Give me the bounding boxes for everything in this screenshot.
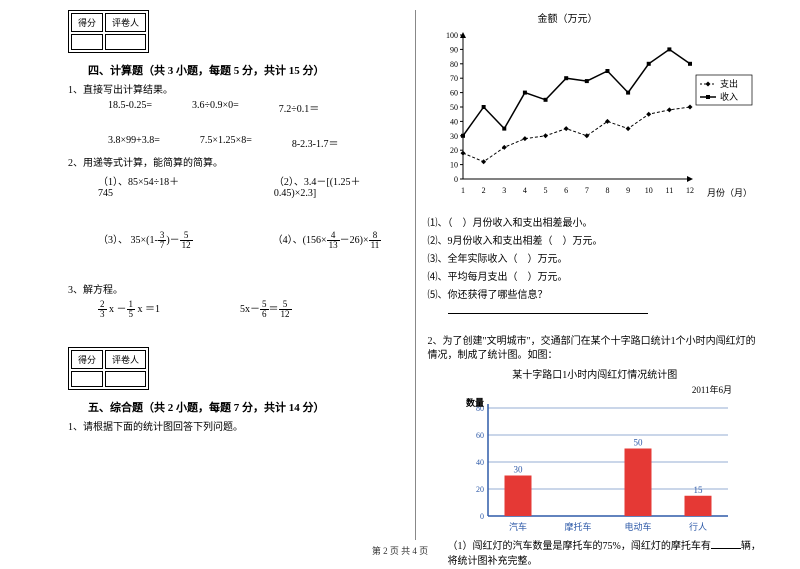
svg-text:60: 60 (450, 89, 458, 98)
svg-text:40: 40 (450, 117, 458, 126)
section5-title: 五、综合题（共 2 小题，每题 7 分，共计 14 分） (88, 393, 325, 415)
svg-text:5: 5 (543, 186, 547, 195)
q3-stem: 3、解方程。 (68, 281, 403, 296)
svg-text:1: 1 (461, 186, 465, 195)
grader-label: 评卷人 (105, 13, 146, 32)
s5-q1-stem: 1、请根据下面的统计图回答下列问题。 (68, 418, 403, 433)
q1-row2: 3.8×99+3.8= 7.5×1.25×8= 8-2.3-1.7＝ (108, 135, 403, 150)
svg-text:收入: 收入 (720, 91, 738, 102)
q1-row1: 18.5-0.25= 3.6÷0.9×0= 7.2÷0.1＝ (108, 100, 403, 115)
svg-text:0: 0 (480, 512, 484, 521)
svg-text:50: 50 (450, 103, 458, 112)
left-column: 得分 评卷人 四、计算题（共 3 小题，每题 5 分，共计 15 分） 1、直接… (60, 10, 411, 540)
svg-text:行人: 行人 (689, 521, 707, 532)
svg-text:0: 0 (454, 175, 458, 184)
lq-e: ⑸、你还获得了哪些信息？ (428, 286, 763, 301)
svg-text:20: 20 (476, 485, 484, 494)
q2a: （1）、85×54÷18＋745 (98, 173, 194, 199)
svg-text:70: 70 (450, 74, 458, 83)
line-chart: 0102030405060708090100123456789101112支出收… (428, 27, 758, 197)
svg-text:数量: 数量 (466, 397, 484, 408)
expr: 7.5×1.25×8= (200, 135, 252, 150)
svg-text:20: 20 (450, 146, 458, 155)
q2d: （4）、(156×413－26)×811 (273, 231, 382, 250)
svg-text:50: 50 (633, 438, 643, 448)
svg-text:10: 10 (644, 186, 652, 195)
svg-text:汽车: 汽车 (509, 521, 527, 532)
score-label: 得分 (71, 13, 103, 32)
svg-text:12: 12 (686, 186, 694, 195)
svg-text:15: 15 (693, 485, 703, 495)
svg-text:10: 10 (450, 161, 458, 170)
lq-a: ⑴、（ ）月份收入和支出相差最小。 (428, 214, 763, 229)
expr: 8-2.3-1.7＝ (292, 135, 339, 150)
score-box-4: 得分 评卷人 四、计算题（共 3 小题，每题 5 分，共计 15 分） (68, 10, 403, 78)
q1-stem: 1、直接写出计算结果。 (68, 81, 403, 96)
column-divider (415, 10, 416, 540)
svg-text:60: 60 (476, 431, 484, 440)
svg-text:80: 80 (450, 60, 458, 69)
score-label: 得分 (71, 350, 103, 369)
svg-text:摩托车: 摩托车 (564, 521, 591, 532)
svg-text:6: 6 (564, 186, 568, 195)
svg-text:电动车: 电动车 (624, 521, 651, 532)
svg-text:4: 4 (522, 186, 526, 195)
q3-ab: 23 x －15 x ＝1 5x－56＝512 (98, 300, 403, 319)
q2-intro: 2、为了创建"文明城市"，交通部门在某个十字路口统计1个小时内闯红灯的情况，制成… (428, 335, 763, 363)
svg-text:30: 30 (450, 132, 458, 141)
svg-text:2: 2 (481, 186, 485, 195)
bar-chart-title: 某十字路口1小时内闯红灯情况统计图 (428, 366, 763, 381)
svg-text:9: 9 (626, 186, 630, 195)
svg-text:40: 40 (476, 458, 484, 467)
svg-text:8: 8 (605, 186, 609, 195)
bar-chart-date: 2011年6月 (428, 383, 733, 396)
right-column: 金额（万元） 010203040506070809010012345678910… (420, 10, 771, 540)
svg-text:100: 100 (446, 31, 458, 40)
expr: 18.5-0.25= (108, 100, 152, 115)
q2c: （3）、 35×(1-37)－512 (98, 231, 193, 250)
section4-title: 四、计算题（共 3 小题，每题 5 分，共计 15 分） (88, 56, 325, 78)
expr: 3.6÷0.9×0= (192, 100, 239, 115)
expr: 7.2÷0.1＝ (279, 100, 320, 115)
q3b: 5x－56＝512 (240, 300, 292, 319)
svg-text:支出: 支出 (720, 78, 738, 89)
line-chart-ytitle: 金额（万元） (538, 10, 763, 25)
lq-b: ⑵、9月份收入和支出相差（ ）万元。 (428, 232, 763, 247)
svg-text:11: 11 (665, 186, 673, 195)
svg-text:3: 3 (502, 186, 506, 195)
grader-label: 评卷人 (105, 350, 146, 369)
q2b: （2）、3.4－[(1.25＋0.45)×2.3] (274, 173, 403, 199)
lq-d: ⑷、平均每月支出（ ）万元。 (428, 268, 763, 283)
q3a: 23 x －15 x ＝1 (98, 300, 160, 319)
expr: 3.8×99+3.8= (108, 135, 160, 150)
svg-text:7: 7 (584, 186, 588, 195)
score-box-5: 得分 评卷人 五、综合题（共 2 小题，每题 7 分，共计 14 分） (68, 347, 403, 415)
svg-text:30: 30 (513, 465, 523, 475)
q2-ab: （1）、85×54÷18＋745 （2）、3.4－[(1.25＋0.45)×2.… (98, 173, 403, 199)
q2-stem: 2、用递等式计算，能简算的简算。 (68, 154, 403, 169)
bar-chart: 020406080数量30汽车摩托车50电动车15行人 (450, 396, 740, 536)
q2-cd: （3）、 35×(1-37)－512 （4）、(156×413－26)×811 (98, 231, 403, 250)
svg-text:90: 90 (450, 45, 458, 54)
lq-e-blank (448, 304, 763, 317)
lq-c: ⑶、全年实际收入（ ）万元。 (428, 250, 763, 265)
